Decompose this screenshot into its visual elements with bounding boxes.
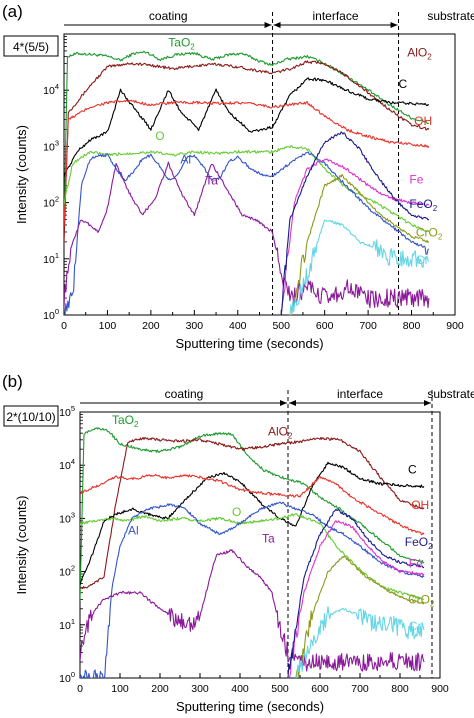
y-tick-label: 100	[59, 670, 75, 685]
x-tick-label: 0	[61, 320, 67, 332]
panel-label: (b)	[2, 372, 23, 391]
x-tick-label: 100	[111, 683, 129, 695]
panel-b: (b)2*(10/10)0 100 200 300 400 500 600 700 800 900…	[2, 372, 474, 714]
series-line	[80, 473, 425, 536]
series-line	[64, 145, 430, 233]
series-label: TaO2	[168, 35, 195, 51]
series-label: CrO2	[408, 593, 435, 609]
series-label: FeO2	[405, 535, 433, 551]
sample-label-box: 2*(10/10)	[3, 405, 59, 427]
series-lines	[80, 427, 425, 678]
x-tick-label: 500	[271, 683, 289, 695]
series-line	[64, 50, 430, 234]
series-line	[64, 99, 430, 227]
series-label: O	[155, 129, 164, 143]
series-label: TaO2	[112, 413, 139, 429]
series-label: AlO2	[268, 425, 293, 441]
series-line	[80, 513, 425, 600]
series-line	[80, 427, 425, 601]
series-label: OH	[411, 498, 429, 512]
series-label: Cr	[416, 253, 429, 267]
x-axis-label: Sputtering time (seconds)	[175, 336, 323, 351]
panel-label: (a)	[2, 2, 23, 21]
series-line	[289, 173, 430, 315]
series-line	[80, 501, 425, 678]
x-tick-label: 200	[151, 683, 169, 695]
y-axis-label: Intensity (counts)	[14, 125, 29, 224]
region-label: interface	[337, 387, 383, 401]
y-tick-label: 104	[43, 82, 59, 97]
x-tick-label: 400	[231, 683, 249, 695]
series-line	[288, 520, 425, 678]
y-tick-label: 105	[59, 404, 75, 419]
x-tick-label: 200	[142, 320, 160, 332]
sample-label-box: 4*(5/5)	[3, 35, 59, 57]
series-line	[295, 606, 425, 678]
x-tick-label: 400	[229, 320, 247, 332]
region-label: substrate	[427, 9, 474, 23]
x-tick-label: 600	[316, 320, 334, 332]
series-label: Ta	[205, 173, 218, 187]
series-label: Cr	[409, 619, 422, 633]
x-tick-label: 300	[186, 320, 204, 332]
series-line	[295, 555, 425, 678]
series-line	[64, 151, 430, 315]
series-line	[280, 131, 430, 315]
series-label: Al	[128, 523, 139, 537]
region-label: coating	[149, 9, 188, 23]
y-tick-label: 101	[59, 617, 75, 632]
series-line	[287, 508, 425, 678]
sample-label: 2*(10/10)	[6, 410, 55, 424]
series-label: Al	[180, 152, 191, 166]
x-axis-label: Sputtering time (seconds)	[176, 699, 324, 714]
series-label: C	[399, 77, 408, 91]
series-label: CrO2	[416, 225, 443, 241]
x-tick-label: 900	[446, 320, 464, 332]
x-tick-label: 700	[351, 683, 369, 695]
y-axis-label: Intensity (counts)	[14, 496, 29, 595]
series-line	[64, 77, 429, 178]
series-line	[80, 436, 425, 590]
y-tick-label: 103	[43, 138, 59, 153]
series-line	[289, 219, 430, 315]
y-tick-label: 100	[43, 307, 59, 322]
region-label: coating	[165, 387, 204, 401]
y-tick-label: 104	[59, 457, 75, 472]
x-tick-label: 900	[431, 683, 449, 695]
x-tick-label: 800	[403, 320, 421, 332]
plot-frame	[63, 33, 456, 316]
x-tick-label: 300	[191, 683, 209, 695]
series-label: Ta	[262, 532, 275, 546]
y-tick-label: 102	[59, 564, 75, 579]
series-line	[280, 158, 430, 315]
y-tick-label: 103	[59, 510, 75, 525]
y-tick-label: 102	[43, 195, 59, 210]
x-tick-label: 700	[359, 320, 377, 332]
sample-label: 4*(5/5)	[13, 40, 49, 54]
series-label: O	[232, 505, 241, 519]
region-label: substrate	[427, 387, 474, 401]
series-label: OH	[414, 114, 432, 128]
series-line	[64, 161, 430, 309]
y-tick-label: 101	[43, 251, 59, 266]
series-line	[64, 60, 430, 244]
series-label: C	[408, 462, 417, 476]
series-label: FeO2	[409, 197, 437, 213]
x-tick-label: 0	[77, 683, 83, 695]
series-lines	[64, 50, 430, 315]
series-label: Fe	[409, 556, 423, 570]
x-tick-label: 800	[391, 683, 409, 695]
series-line	[80, 549, 425, 672]
series-label: AlO2	[407, 45, 432, 61]
series-label: Fe	[409, 172, 423, 186]
x-tick-label: 500	[272, 320, 290, 332]
x-tick-label: 600	[311, 683, 329, 695]
panel-a: (a)4*(5/5)0 100 200 300 400 500 600 700 800 90010…	[2, 2, 474, 351]
series-line	[80, 461, 425, 585]
region-label: interface	[313, 9, 359, 23]
x-tick-label: 100	[99, 320, 117, 332]
